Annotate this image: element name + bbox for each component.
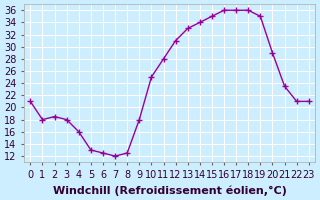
X-axis label: Windchill (Refroidissement éolien,°C): Windchill (Refroidissement éolien,°C) [52, 185, 286, 196]
